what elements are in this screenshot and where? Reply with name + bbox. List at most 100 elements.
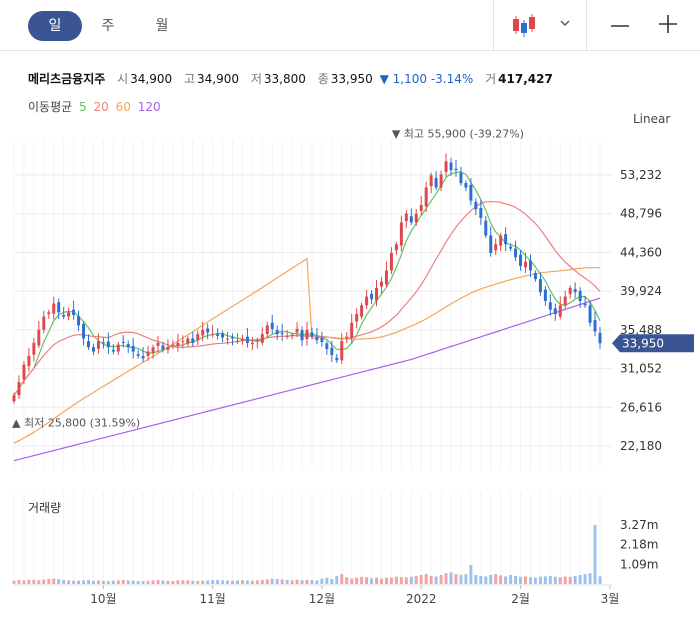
y-axis-ticks: 53,232 48,796 44,360 39,924 35,488 31,052 26,6… xyxy=(620,168,662,453)
tab-daily[interactable]: 일 xyxy=(28,11,82,41)
candle-body xyxy=(528,260,532,271)
chart-type-button[interactable] xyxy=(510,11,578,39)
volume-bar xyxy=(151,580,155,584)
volume-bar xyxy=(146,580,150,584)
candle-body xyxy=(67,312,71,317)
volume-bar xyxy=(87,580,90,584)
volume-bar xyxy=(419,574,423,584)
volume-bar xyxy=(275,578,279,584)
candle-body xyxy=(290,334,294,336)
candle-body xyxy=(141,355,145,359)
volume-bar xyxy=(370,578,374,584)
volume-bar xyxy=(489,574,493,584)
candle-body xyxy=(464,183,468,188)
candle-body xyxy=(419,204,423,212)
volume-bar xyxy=(449,572,453,584)
volume-bar xyxy=(211,580,215,584)
volume-bar xyxy=(479,575,483,584)
candle-body xyxy=(27,355,31,366)
zoom-in-button[interactable] xyxy=(656,12,680,36)
candle-body xyxy=(186,338,190,344)
volume-bar xyxy=(32,579,36,584)
volume-bar xyxy=(176,580,180,584)
scale-selector[interactable]: Linear xyxy=(633,112,670,126)
candle-body xyxy=(449,162,453,171)
y-tick-label: 35,488 xyxy=(620,323,662,337)
volume-bar xyxy=(181,580,185,584)
volume-bar xyxy=(285,580,289,584)
x-axis-labels: 10월 11월 12월 2022 2월 3월 xyxy=(14,584,619,606)
volume-bar xyxy=(553,576,557,584)
volume-bar xyxy=(509,574,513,584)
candle-body xyxy=(563,296,567,306)
volume-bar xyxy=(166,580,170,584)
volume-bar xyxy=(141,581,145,584)
volume-bar xyxy=(290,580,294,584)
candle-body xyxy=(538,279,542,293)
candle-body xyxy=(305,329,309,339)
x-tick-label: 12월 xyxy=(309,592,335,606)
volume-bar xyxy=(310,580,314,584)
candle-body xyxy=(588,305,592,323)
volume-value: 417,427 xyxy=(498,72,553,86)
volume-bar xyxy=(384,577,388,584)
volume-bar xyxy=(22,580,26,584)
volume-bar xyxy=(186,580,190,584)
candle-body xyxy=(206,328,210,333)
candle-body xyxy=(136,354,140,356)
volume-bar xyxy=(365,577,369,584)
volume-bar xyxy=(12,580,16,584)
volume-bar xyxy=(563,576,567,584)
volume-bar xyxy=(335,575,339,584)
candle-body xyxy=(101,342,105,344)
volume-bar xyxy=(528,577,532,584)
candle-body xyxy=(62,314,66,317)
volume-bar xyxy=(47,578,51,584)
candle-body xyxy=(310,332,314,337)
price-markers: ▼ 최고 55,900 (-39.27%) ▲ 최저 25,800 (31.59%… xyxy=(12,128,694,429)
candle-body xyxy=(240,339,244,342)
low-marker-label: ▲ 최저 25,800 (31.59%) xyxy=(12,416,140,429)
candle-body xyxy=(409,216,413,223)
volume-label: 거 xyxy=(485,72,497,86)
candle-body xyxy=(429,175,433,187)
tab-monthly[interactable]: 월 xyxy=(155,18,169,34)
current-price-label: 33,950 xyxy=(622,336,664,350)
candle-body xyxy=(96,341,100,349)
candle-body xyxy=(568,287,572,294)
volume-bar xyxy=(245,580,249,584)
tab-weekly[interactable]: 주 xyxy=(101,18,115,34)
volume-bar xyxy=(226,580,230,584)
volume-bar xyxy=(201,580,205,584)
candle-body xyxy=(77,316,81,326)
stock-name: 메리츠금융지주 xyxy=(28,72,106,86)
volume-bar xyxy=(126,580,130,584)
ma60-line xyxy=(13,257,601,444)
candle-body xyxy=(439,174,443,188)
candle-body xyxy=(573,289,577,293)
zoom-out-button[interactable] xyxy=(608,14,632,38)
candles xyxy=(12,153,602,404)
ma120-label: 120 xyxy=(137,100,161,114)
candle-body xyxy=(598,332,602,344)
plus-icon xyxy=(659,15,677,33)
candle-body xyxy=(235,341,239,343)
volume-bar xyxy=(235,580,239,584)
candle-body xyxy=(524,261,527,268)
candle-body xyxy=(300,330,304,341)
volume-bar xyxy=(340,574,344,584)
volume-bar xyxy=(57,579,61,584)
volume-bar xyxy=(350,578,354,584)
high-marker-label: ▼ 최고 55,900 (-39.27%) xyxy=(392,128,524,141)
volume-bar xyxy=(111,580,115,584)
candle-body xyxy=(553,308,557,315)
candle-body xyxy=(454,168,458,171)
moving-average-lines xyxy=(13,171,601,462)
volume-bar xyxy=(355,577,359,584)
candle-body xyxy=(176,342,180,346)
candle-body xyxy=(384,270,388,285)
candle-body xyxy=(131,345,135,352)
volume-bar xyxy=(424,574,428,584)
candle-body xyxy=(265,325,269,335)
high-value: 34,900 xyxy=(197,72,240,86)
